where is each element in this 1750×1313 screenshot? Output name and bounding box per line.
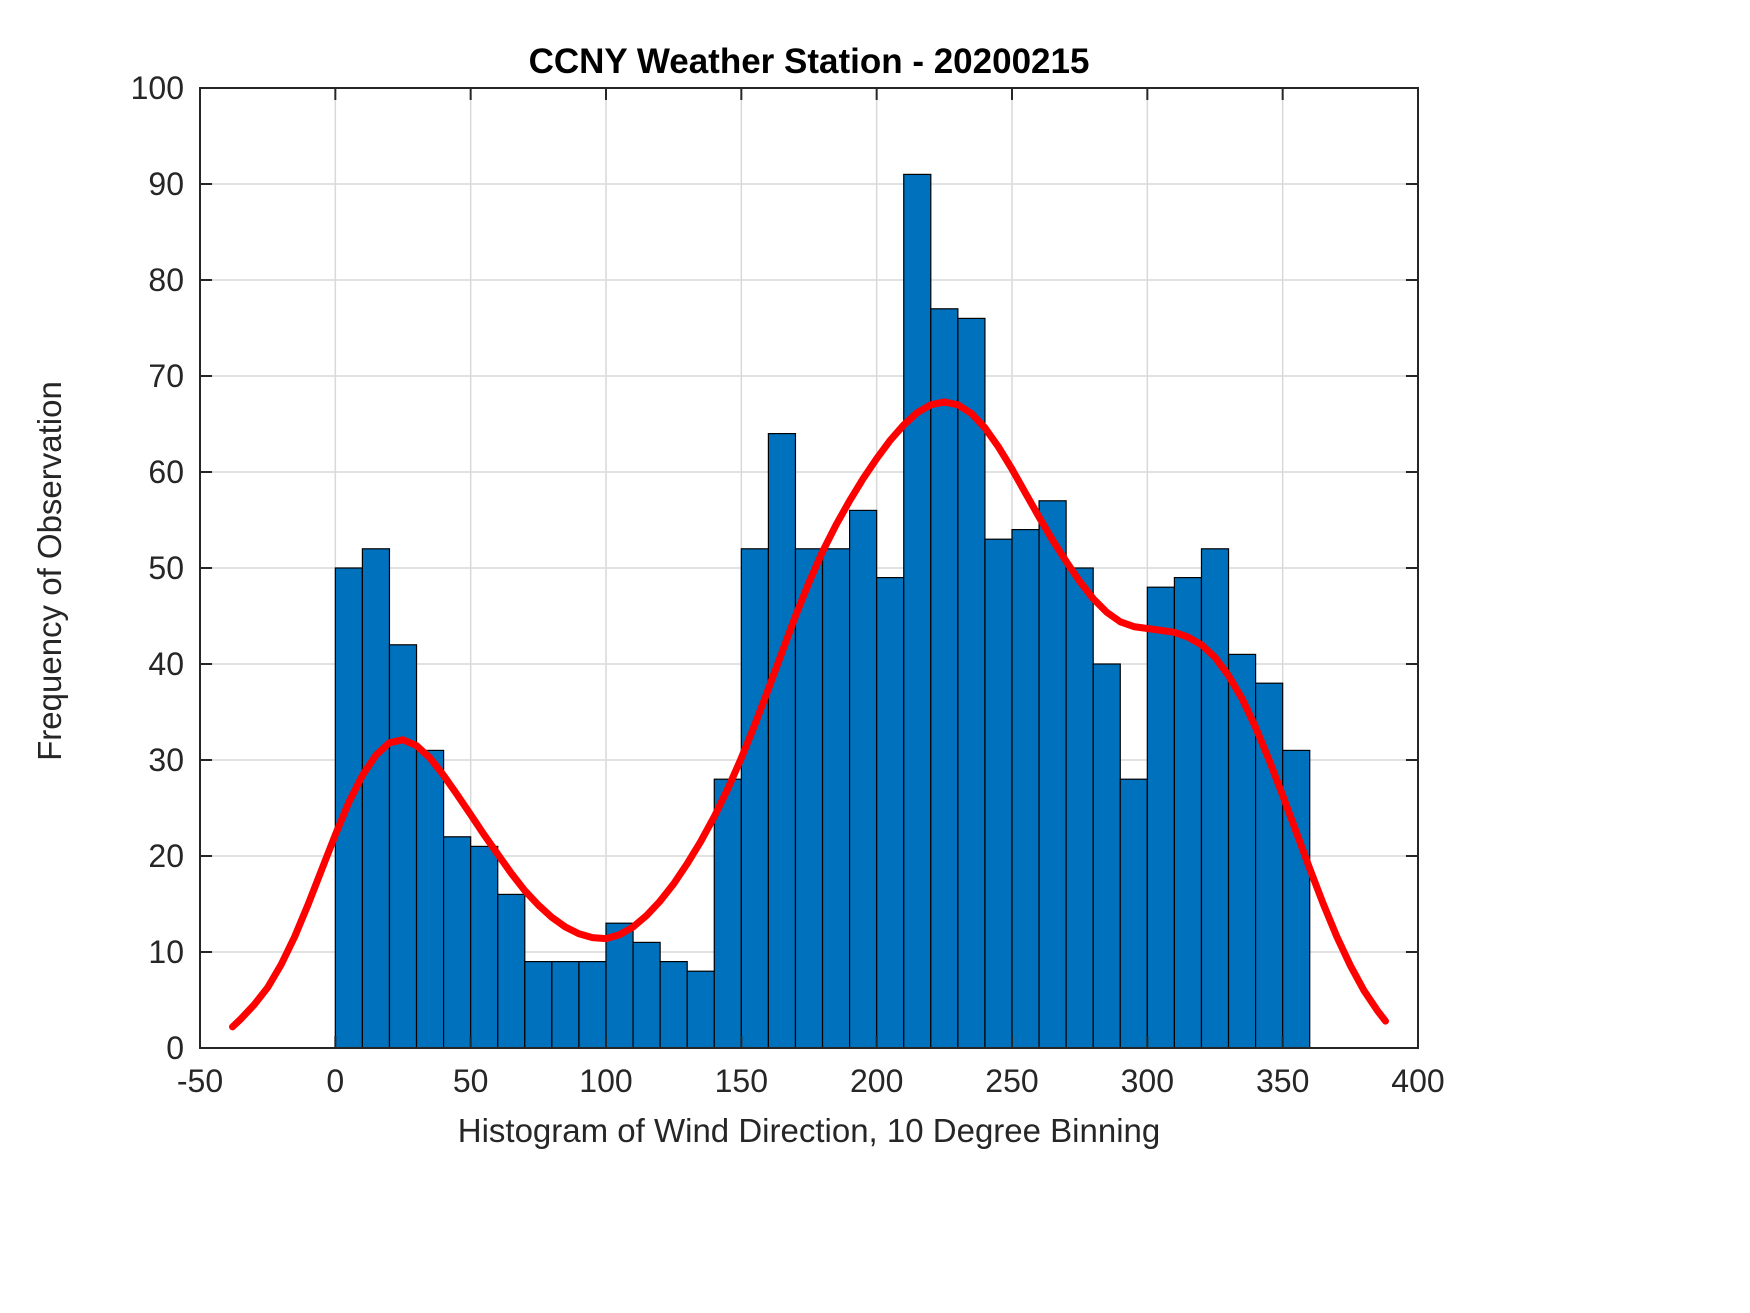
histogram-bar (767, 433, 797, 1049)
histogram-bar (659, 960, 688, 1049)
y-tick-label: 100 (131, 70, 184, 106)
x-tick-label: 200 (850, 1063, 903, 1099)
histogram-bar (1011, 528, 1040, 1049)
histogram-bar (713, 778, 742, 1049)
y-tick-label: 40 (148, 646, 184, 682)
histogram-bar (903, 173, 932, 1049)
x-tick-label: -50 (177, 1063, 223, 1099)
histogram-bar (632, 941, 661, 1049)
chart-title: CCNY Weather Station - 20200215 (528, 42, 1090, 81)
histogram-bar (876, 576, 905, 1049)
y-tick-label: 60 (148, 454, 184, 490)
histogram-bar (524, 960, 553, 1049)
x-axis-label: Histogram of Wind Direction, 10 Degree B… (457, 1112, 1161, 1149)
y-tick-label: 70 (148, 358, 184, 394)
histogram-bar (551, 960, 580, 1049)
x-tick-label: 0 (326, 1063, 344, 1099)
x-tick-label: 300 (1121, 1063, 1174, 1099)
histogram-bar (1146, 586, 1176, 1049)
histogram-bar (1065, 567, 1094, 1049)
histogram-bar (1119, 778, 1148, 1049)
histogram-bar (686, 970, 715, 1049)
y-tick-label: 90 (148, 166, 184, 202)
histogram-bar (470, 845, 499, 1049)
histogram-bar (1173, 576, 1203, 1049)
y-tick-label: 50 (148, 550, 184, 586)
histogram-bar (794, 548, 824, 1049)
y-tick-label: 30 (148, 742, 184, 778)
x-tick-label: 50 (453, 1063, 489, 1099)
histogram-bar (605, 922, 634, 1049)
y-tick-label: 0 (166, 1030, 184, 1066)
histogram-bar (848, 509, 878, 1049)
histogram-bar (740, 548, 769, 1049)
x-tick-label: 150 (715, 1063, 768, 1099)
histogram-bar (578, 960, 607, 1049)
histogram-bar (415, 749, 445, 1049)
histogram-bar (443, 836, 472, 1049)
x-tick-label: 250 (985, 1063, 1038, 1099)
x-tick-label: 350 (1256, 1063, 1309, 1099)
y-tick-label: 80 (148, 262, 184, 298)
histogram-bar (361, 548, 391, 1049)
histogram-bar (1092, 663, 1121, 1049)
y-tick-label: 10 (148, 934, 184, 970)
histogram-bar (1038, 500, 1067, 1049)
histogram-bar (957, 317, 986, 1049)
histogram-bar (821, 548, 851, 1049)
y-tick-label: 20 (148, 838, 184, 874)
histogram-bar (984, 538, 1013, 1049)
histogram-bar (1282, 749, 1311, 1049)
histogram-bar (388, 644, 418, 1049)
y-axis-label: Frequency of Observation (31, 381, 68, 761)
x-tick-label: 400 (1391, 1063, 1444, 1099)
fit-curve (229, 398, 1389, 1031)
x-tick-label: 100 (579, 1063, 632, 1099)
histogram-bar (497, 893, 526, 1049)
histogram-bar (930, 308, 959, 1049)
histogram-bar (1200, 548, 1230, 1049)
